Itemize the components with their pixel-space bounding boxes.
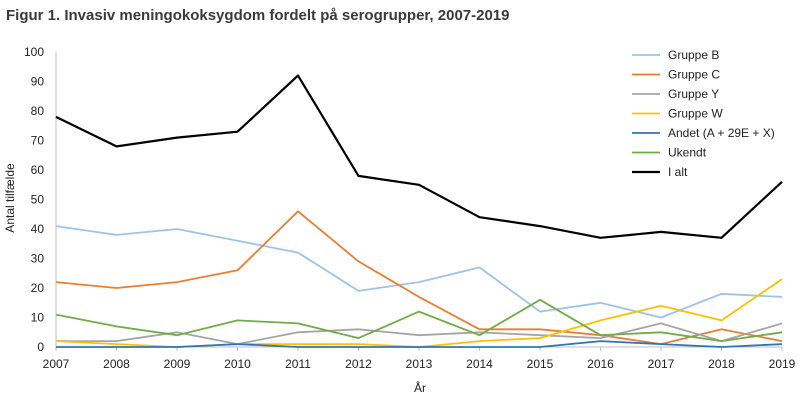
- y-tick-label: 0: [37, 340, 44, 354]
- y-tick-label: 100: [24, 45, 44, 59]
- legend-label: Gruppe W: [668, 107, 723, 121]
- x-tick-label: 2017: [648, 357, 675, 371]
- legend-label: Andet (A + 29E + X): [668, 126, 775, 140]
- series-line-ukendt: [55, 298, 783, 343]
- series-line-andet-a-29e-x: [56, 340, 783, 348]
- legend-label: Gruppe C: [668, 68, 720, 82]
- x-tick-label: 2019: [769, 357, 796, 371]
- legend-label: I alt: [668, 165, 688, 179]
- x-tick-label: 2014: [466, 357, 493, 371]
- series-line-i-alt: [55, 74, 783, 239]
- legend-label: Gruppe B: [668, 48, 719, 62]
- series-line-gruppe-y: [56, 322, 783, 346]
- x-tick-label: 2009: [164, 357, 191, 371]
- y-tick-label: 60: [31, 163, 45, 177]
- x-tick-label: 2015: [527, 357, 554, 371]
- y-axis-label: Antal tilfælde: [3, 163, 17, 233]
- legend-label: Ukendt: [668, 146, 707, 160]
- legend-label: Gruppe Y: [668, 87, 719, 101]
- x-tick-label: 2010: [224, 357, 251, 371]
- x-axis-label: År: [414, 380, 426, 395]
- y-tick-label: 40: [31, 222, 45, 236]
- y-tick-label: 20: [31, 281, 45, 295]
- x-tick-label: 2011: [285, 357, 311, 371]
- x-tick-label: 2013: [406, 357, 433, 371]
- x-tick-label: 2012: [345, 357, 372, 371]
- y-tick-label: 80: [31, 104, 45, 118]
- series-line-gruppe-c: [55, 210, 783, 346]
- y-tick-label: 90: [31, 75, 45, 89]
- x-tick-label: 2016: [587, 357, 614, 371]
- series-line-gruppe-b: [55, 225, 783, 319]
- y-tick-label: 10: [31, 311, 45, 325]
- y-tick-label: 70: [31, 134, 45, 148]
- x-tick-label: 2008: [103, 357, 130, 371]
- chart-title: Figur 1. Invasiv meningokoksygdom fordel…: [6, 7, 510, 24]
- legend: Gruppe B Gruppe C Gruppe Y Gruppe W Andet (A…: [632, 48, 775, 179]
- series-lines: [55, 74, 783, 348]
- axes: 0 10 20 30 40 50 60 70 80 90 100 2007 2008 2009 2010 20…: [24, 45, 796, 371]
- y-tick-label: 30: [31, 252, 45, 266]
- x-tick-label: 2007: [43, 357, 70, 371]
- x-tick-label: 2018: [708, 357, 735, 371]
- y-tick-label: 50: [31, 193, 45, 207]
